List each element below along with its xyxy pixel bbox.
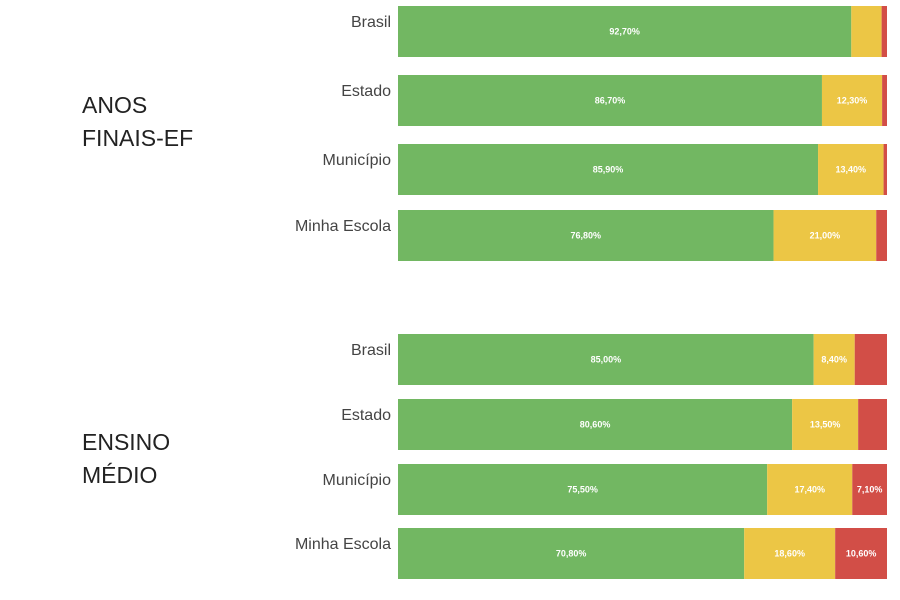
data-label-yellow-estado: 12,30% [837, 96, 868, 106]
data-label-yellow-estado: 13,50% [810, 420, 841, 430]
bar-segment-green-estado [398, 399, 793, 450]
data-label-yellow-municipio: 13,40% [836, 165, 867, 175]
data-label-yellow-municipio: 17,40% [794, 485, 825, 495]
bar-segment-red-estado [858, 399, 887, 450]
bar-segment-green-brasil [398, 334, 814, 385]
bar-segment-red-brasil [854, 334, 887, 385]
bar-segment-red-brasil [881, 6, 887, 57]
data-label-yellow-minha-escola: 18,60% [774, 549, 805, 559]
bar-segment-red-municipio [883, 144, 887, 195]
group-title-anos-finais-line-1: ANOS [82, 92, 147, 118]
bar-segment-red-minha-escola [835, 528, 887, 579]
bar-segment-red-minha-escola [876, 210, 887, 261]
bar-segment-green-brasil [398, 6, 852, 57]
data-label-green-brasil: 85,00% [591, 355, 622, 365]
category-label-municipio: Município [323, 472, 392, 489]
bar-segment-green-municipio [398, 464, 768, 515]
bar-segment-green-minha-escola [398, 528, 745, 579]
data-label-green-estado: 86,70% [595, 96, 626, 106]
data-label-yellow-minha-escola: 21,00% [810, 231, 841, 241]
category-label-municipio: Município [323, 152, 392, 169]
bars-layer: Brasil 92,70% Estado 86,70% 12,30% Município 8… [295, 6, 887, 579]
group-title-ensino-medio-line-1: ENSINO [82, 429, 170, 455]
data-label-green-municipio: 75,50% [567, 485, 598, 495]
data-label-red-minha-escola: 10,60% [846, 549, 877, 559]
category-label-estado: Estado [341, 83, 391, 100]
category-label-minha-escola: Minha Escola [295, 536, 391, 553]
bar-segment-yellow-municipio [767, 464, 853, 515]
group-title-ensino-medio-line-2: MÉDIO [82, 462, 157, 488]
bar-segment-yellow-minha-escola [773, 210, 877, 261]
bar-segment-yellow-estado [821, 75, 883, 126]
data-label-green-brasil: 92,70% [609, 27, 640, 37]
data-label-red-municipio: 7,10% [857, 485, 883, 495]
bar-segment-green-minha-escola [398, 210, 774, 261]
bar-segment-red-estado [882, 75, 887, 126]
category-label-brasil: Brasil [351, 342, 391, 359]
data-label-green-minha-escola: 76,80% [571, 231, 602, 241]
data-label-green-minha-escola: 70,80% [556, 549, 587, 559]
bar-segment-red-municipio [852, 464, 887, 515]
bar-segment-yellow-estado [792, 399, 859, 450]
bar-segment-green-estado [398, 75, 822, 126]
data-label-yellow-brasil: 8,40% [821, 355, 847, 365]
category-label-brasil: Brasil [351, 14, 391, 31]
data-label-green-estado: 80,60% [580, 420, 611, 430]
bar-segment-yellow-brasil [851, 6, 882, 57]
bar-segment-yellow-brasil [813, 334, 855, 385]
bar-segment-yellow-minha-escola [744, 528, 836, 579]
group-title-anos-finais-line-2: FINAIS-EF [82, 125, 193, 151]
category-label-minha-escola: Minha Escola [295, 218, 391, 235]
category-label-estado: Estado [341, 407, 391, 424]
bar-segment-yellow-municipio [818, 144, 884, 195]
bar-segment-green-municipio [398, 144, 819, 195]
data-label-green-municipio: 85,90% [593, 165, 624, 175]
